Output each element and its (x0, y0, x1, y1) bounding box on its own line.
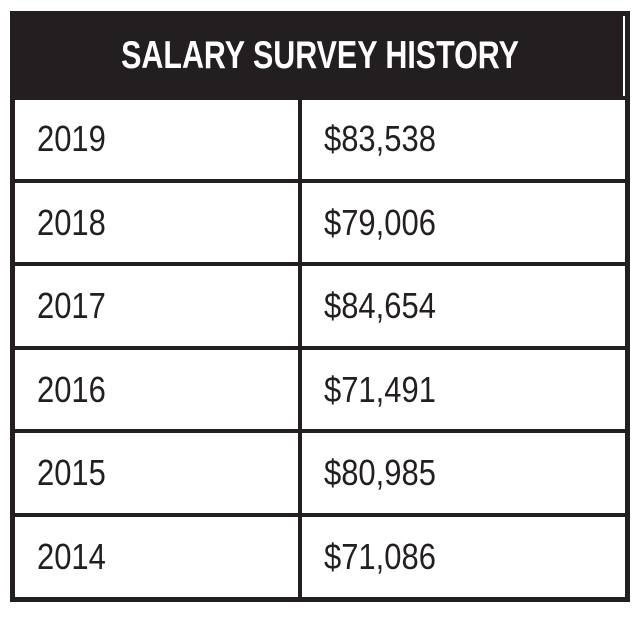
year-cell: 2015 (10, 429, 303, 517)
table-row: 2019 $83,538 (10, 95, 630, 183)
year-cell: 2016 (10, 345, 303, 434)
year-cell: 2014 (10, 512, 303, 602)
salary-value: $71,491 (324, 368, 437, 410)
year-cell: 2019 (10, 95, 303, 183)
salary-cell: $79,006 (298, 178, 630, 267)
year-value: 2014 (37, 535, 106, 577)
year-cell: 2018 (10, 178, 303, 267)
salary-cell: $71,086 (298, 512, 630, 602)
year-cell: 2017 (10, 262, 303, 350)
salary-cell: $84,654 (298, 262, 630, 350)
table-title: SALARY SURVEY HISTORY (121, 34, 519, 78)
salary-value: $83,538 (324, 118, 437, 160)
salary-value: $79,006 (324, 201, 437, 243)
salary-cell: $80,985 (298, 429, 630, 517)
salary-value: $80,985 (324, 452, 437, 494)
table-row: 2017 $84,654 (10, 262, 630, 350)
table-header-row: SALARY SURVEY HISTORY (10, 11, 630, 100)
table-title-bar: SALARY SURVEY HISTORY (10, 11, 630, 100)
salary-cell: $71,491 (298, 345, 630, 434)
year-value: 2018 (37, 201, 106, 243)
salary-survey-table: SALARY SURVEY HISTORY 2019 $83,538 2018 … (10, 11, 630, 602)
year-value: 2016 (37, 368, 106, 410)
year-value: 2017 (37, 285, 106, 327)
year-value: 2015 (37, 452, 106, 494)
table-row: 2016 $71,491 (10, 345, 630, 434)
table-row: 2015 $80,985 (10, 429, 630, 517)
salary-value: $84,654 (324, 285, 437, 327)
table-row: 2014 $71,086 (10, 512, 630, 602)
salary-cell: $83,538 (298, 95, 630, 183)
table-row: 2018 $79,006 (10, 178, 630, 267)
salary-value: $71,086 (324, 535, 437, 577)
year-value: 2019 (37, 118, 106, 160)
